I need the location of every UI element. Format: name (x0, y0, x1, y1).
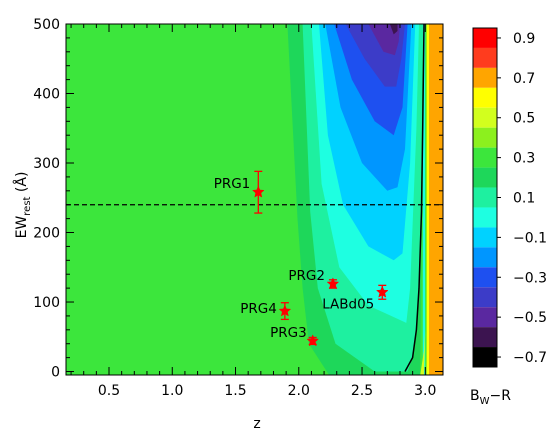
y-tick-label: 200 (33, 226, 60, 242)
x-tick-label: 2.0 (288, 383, 310, 399)
y-axis-title-sub: rest (22, 196, 33, 215)
data-point-prg3: PRG3 (270, 325, 320, 347)
axes: 0.5 1.0 1.5 2.0 2.5 3.0 0 100 200 300 400 500 (33, 17, 443, 399)
data-point-prg4: PRG4 (240, 301, 292, 321)
contour-region-13 (426, 24, 430, 375)
data-points: PRG1 PRG2 PRG3 PRG4 LABd05 (214, 170, 389, 347)
model-curve (404, 24, 425, 372)
colorbar-swatch (473, 28, 497, 48)
overlay-layer (66, 24, 443, 372)
colorbar-swatch (473, 327, 497, 348)
y-axis-title-main: EW (14, 216, 30, 239)
star-marker (251, 185, 265, 198)
y-axis-title-unit: (Å) (13, 172, 30, 197)
colorbar-swatch (473, 167, 497, 188)
colorbar-tick-label: −0.7 (513, 350, 547, 366)
colorbar-tick-label: 0.3 (513, 151, 535, 167)
colorbar-swatch (473, 187, 497, 208)
colorbar-title-suffix: −R (490, 388, 512, 404)
colorbar-swatch (473, 87, 497, 108)
colorbar-swatch (473, 227, 497, 248)
colorbar-swatch (473, 307, 497, 328)
point-label: PRG3 (270, 325, 307, 341)
colorbar-swatch (473, 207, 497, 228)
data-point-labd05: LABd05 (322, 284, 389, 312)
contour-region-8 (368, 24, 400, 56)
x-tick-label: 0.5 (98, 383, 120, 399)
colorbar-swatch (473, 107, 497, 128)
colorbar: 0.9 0.7 0.5 0.3 0.1 −0.1 −0.3 −0.5 −0.7 (473, 28, 547, 367)
y-tick-label: 100 (33, 295, 60, 311)
colorbar-frame (472, 27, 498, 368)
colorbar-swatch (473, 147, 497, 168)
plot-frame (65, 23, 444, 376)
colorbar-swatch (473, 347, 497, 367)
colorbar-tick-label: 0.5 (513, 111, 535, 127)
colorbar-tick-label: −0.5 (513, 310, 547, 326)
colorbar-title-sub: W (480, 396, 490, 407)
y-tick-label: 400 (33, 87, 60, 103)
star-marker (278, 304, 292, 317)
colorbar-tick-label: 0.9 (513, 31, 535, 47)
contour-region-9 (389, 24, 398, 35)
point-label: LABd05 (322, 296, 374, 312)
star-marker (375, 285, 389, 298)
x-tick-label: 1.5 (224, 383, 246, 399)
colorbar-tick-label: −0.1 (513, 230, 547, 246)
y-axis-title: EWrest (Å) (13, 172, 33, 239)
colorbar-swatch (473, 67, 497, 88)
point-label: PRG4 (240, 301, 277, 317)
colorbar-title-main: B (470, 388, 480, 404)
colorbar-tick-label: 0.1 (513, 191, 535, 207)
colorbar-tick-label: −0.3 (513, 270, 547, 286)
y-tick-label: 300 (33, 156, 60, 172)
contour-field (66, 24, 443, 375)
data-point-prg2: PRG2 (288, 268, 340, 290)
x-axis-title: z (253, 416, 260, 432)
colorbar-swatch (473, 287, 497, 308)
colorbar-tick-label: 0.7 (513, 71, 535, 87)
point-label: PRG1 (214, 176, 251, 192)
colorbar-swatch (473, 47, 497, 68)
x-tick-label: 2.5 (351, 383, 373, 399)
contour-region-12 (420, 329, 426, 375)
y-tick-label: 0 (51, 365, 60, 381)
colorbar-title: BW−R (470, 388, 511, 407)
contour-region-11 (425, 24, 427, 375)
colorbar-swatch (473, 127, 497, 148)
star-marker (326, 277, 340, 290)
x-tick-label: 1.0 (161, 383, 183, 399)
colorbar-swatch (473, 247, 497, 268)
colorbar-swatch (473, 267, 497, 288)
y-tick-label: 500 (33, 17, 60, 33)
star-marker (306, 334, 320, 347)
point-label: PRG2 (288, 268, 325, 284)
contour-region-14 (429, 24, 443, 375)
x-tick-label: 3.0 (414, 383, 436, 399)
data-point-prg1: PRG1 (214, 170, 265, 214)
